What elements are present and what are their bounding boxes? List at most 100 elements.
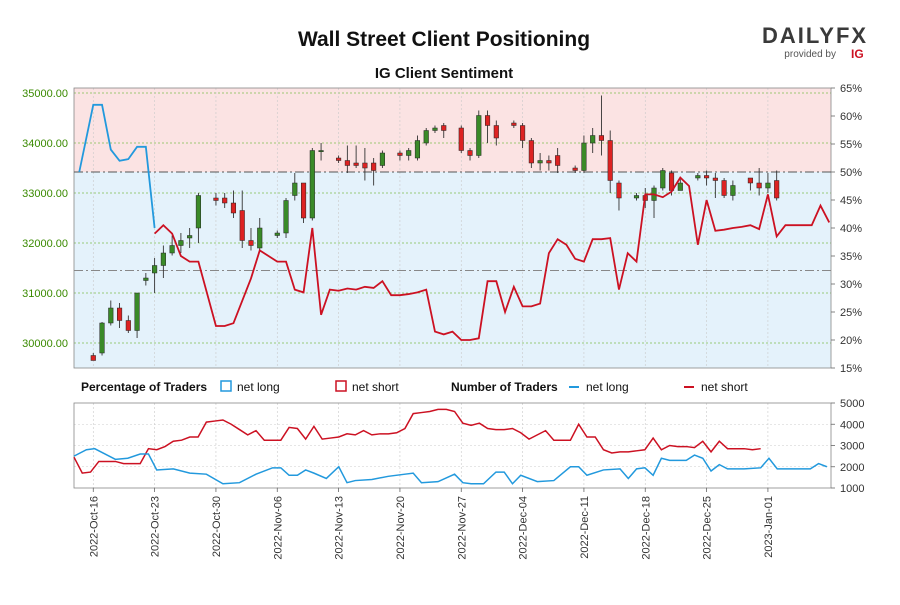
candle-body <box>432 127 438 131</box>
candle-body <box>423 130 429 144</box>
candle <box>607 130 613 193</box>
candle <box>178 233 184 253</box>
candle <box>125 315 131 333</box>
date-tick-label: 2022-Oct-30 <box>211 496 223 557</box>
candle <box>108 300 114 326</box>
candle-body <box>187 235 193 239</box>
candle-body <box>704 175 710 179</box>
percent-tick-label: 50% <box>840 167 862 179</box>
candle <box>99 322 105 356</box>
candle-body <box>292 182 298 196</box>
candle-body <box>484 115 491 126</box>
candle-body <box>169 245 175 254</box>
candle-body <box>160 252 166 266</box>
percent-tick-label: 15% <box>840 363 862 375</box>
date-tick-label: 2022-Dec-25 <box>702 496 714 560</box>
candle <box>160 245 166 278</box>
candle-body <box>344 160 350 166</box>
candle <box>134 292 140 338</box>
traders-panel: 1000 2000 3000 4000 5000 <box>73 398 864 495</box>
price-tick-label: 34000.00 <box>22 138 68 150</box>
candle-body <box>90 355 96 361</box>
candle-body <box>598 135 604 141</box>
candle <box>379 150 385 168</box>
candle-body <box>117 307 123 321</box>
candle-body <box>336 157 342 161</box>
legend-num-short: net short <box>701 380 748 394</box>
candle-body <box>730 185 736 196</box>
candle <box>336 155 342 163</box>
candle <box>660 168 666 191</box>
legend-pct-title: Percentage of Traders <box>81 380 207 394</box>
price-tick-label: 30000.00 <box>22 338 68 350</box>
candle <box>528 138 534 168</box>
candle <box>292 173 298 201</box>
candle-body <box>301 182 307 219</box>
candle <box>222 193 228 208</box>
candle-body <box>528 140 534 164</box>
candle <box>152 258 158 293</box>
candle <box>397 150 403 161</box>
candle <box>616 180 622 211</box>
date-tick-label: 2022-Nov-27 <box>456 496 468 560</box>
candle <box>774 170 780 201</box>
candle <box>747 177 753 191</box>
candle <box>476 110 482 158</box>
date-tick-label: 2022-Nov-06 <box>272 496 284 560</box>
candle-body <box>371 162 377 171</box>
candle <box>520 123 526 148</box>
candle <box>301 182 307 223</box>
percent-tick-label: 35% <box>840 251 862 263</box>
date-tick-label: 2022-Nov-13 <box>334 496 346 560</box>
candles <box>90 95 780 361</box>
net-short-traders-line <box>73 408 761 474</box>
candle <box>362 148 368 181</box>
candle <box>546 155 552 171</box>
candle-body <box>695 175 701 179</box>
date-tick-label: 2022-Nov-20 <box>395 496 407 560</box>
candle-body <box>572 167 578 171</box>
candle-body <box>590 135 596 144</box>
candle-body <box>99 322 105 354</box>
candle <box>537 153 543 171</box>
percent-tick-label: 25% <box>840 307 862 319</box>
candle <box>441 123 447 138</box>
candle <box>704 170 710 186</box>
traders-tick-label: 3000 <box>840 441 864 453</box>
percent-tick-label: 55% <box>840 139 862 151</box>
net-short-pct-line <box>153 176 831 341</box>
percent-tick-label: 40% <box>840 223 862 235</box>
percent-tick-label: 60% <box>840 111 862 123</box>
date-axis: 2022-Oct-16 2022-Oct-23 2022-Oct-30 2022-No… <box>88 488 775 560</box>
candle <box>344 145 350 173</box>
candle-body <box>546 160 552 164</box>
candle-body <box>765 182 771 189</box>
candle <box>309 148 315 221</box>
legend-short-box-icon <box>335 380 347 392</box>
candle-body <box>520 125 526 141</box>
candle-body <box>274 232 280 236</box>
candle-body <box>677 182 683 191</box>
percent-tick-label: 45% <box>840 195 862 207</box>
candle-body <box>125 320 131 331</box>
candle-body <box>379 152 385 166</box>
candle <box>414 135 421 161</box>
legend-num-title: Number of Traders <box>451 380 558 394</box>
candle-body <box>406 150 412 156</box>
price-gridlines <box>74 88 831 368</box>
percent-tick-label: 65% <box>840 83 862 95</box>
candle <box>230 190 237 218</box>
date-tick-label: 2023-Jan-01 <box>763 496 775 558</box>
candle <box>572 165 578 173</box>
candle <box>458 125 464 153</box>
candle <box>353 145 359 168</box>
candle-body <box>555 155 561 166</box>
candle <box>712 173 718 198</box>
candle-body <box>660 170 666 189</box>
candle-body <box>511 122 517 126</box>
candle <box>187 228 193 248</box>
candle <box>590 128 596 153</box>
candle <box>555 148 561 173</box>
price-panel: 30000.00 31000.00 32000.00 33000.00 34000.00… <box>22 83 862 375</box>
